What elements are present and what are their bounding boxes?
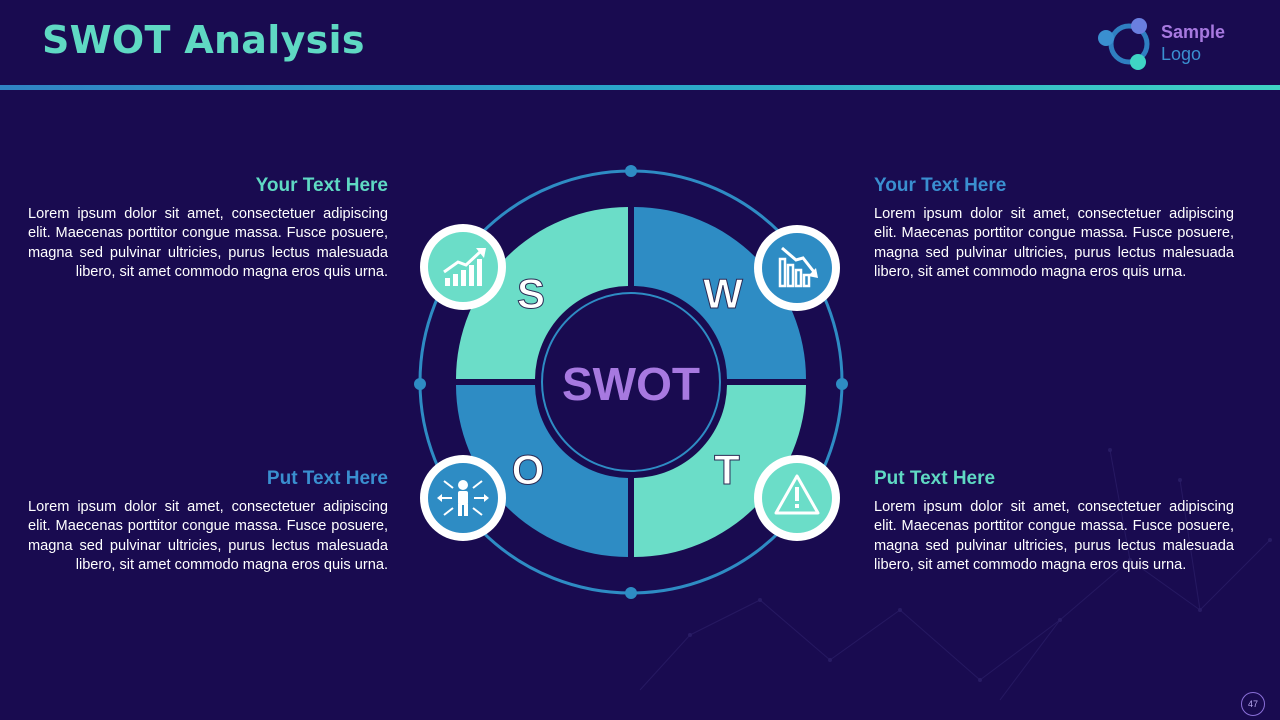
page-number: 47 [1241,692,1265,716]
growth-chart-icon [420,224,506,310]
slide-title: SWOT Analysis [42,18,365,62]
letter-t: T [714,446,740,493]
header-divider [0,85,1280,90]
person-arrows-icon [420,455,506,541]
strengths-text-block: Your Text Here Lorem ipsum dolor sit ame… [28,175,388,282]
letter-s: S [517,270,545,317]
segment-opportunities [456,385,628,557]
sample-logo: Sample Logo [1096,16,1266,76]
threats-heading: Put Text Here [874,468,996,489]
weaknesses-text-block: Your Text Here Lorem ipsum dolor sit ame… [874,175,1234,282]
opportunities-body: Lorem ipsum dolor sit amet, consectetuer… [28,499,388,573]
threats-body: Lorem ipsum dolor sit amet, consectetuer… [874,499,1234,573]
segment-strengths [456,207,628,379]
ring-dot-bottom [625,587,637,599]
segment-threats [634,385,806,557]
warning-icon [754,455,840,541]
opportunities-heading: Put Text Here [266,468,388,489]
declining-chart-icon [754,225,840,311]
logo-text-line2: Logo [1161,44,1202,64]
weaknesses-body: Lorem ipsum dolor sit amet, consectetuer… [874,206,1234,280]
center-label: SWOT [562,358,700,410]
segment-weaknesses [634,207,806,379]
letter-w: W [703,270,743,317]
threats-text-block: Put Text Here Lorem ipsum dolor sit amet… [874,468,1234,575]
logo-text-line1: Sample [1161,22,1226,42]
ring-dot-left [414,378,426,390]
ring-dot-right [836,378,848,390]
opportunities-text-block: Put Text Here Lorem ipsum dolor sit amet… [28,468,388,575]
letter-o: O [512,446,545,493]
strengths-heading: Your Text Here [255,175,388,196]
weaknesses-heading: Your Text Here [874,175,1007,196]
logo-mark-icon [1098,18,1150,70]
strengths-body: Lorem ipsum dolor sit amet, consectetuer… [28,206,388,280]
center-circle [542,293,720,471]
ring-dot-top [625,165,637,177]
